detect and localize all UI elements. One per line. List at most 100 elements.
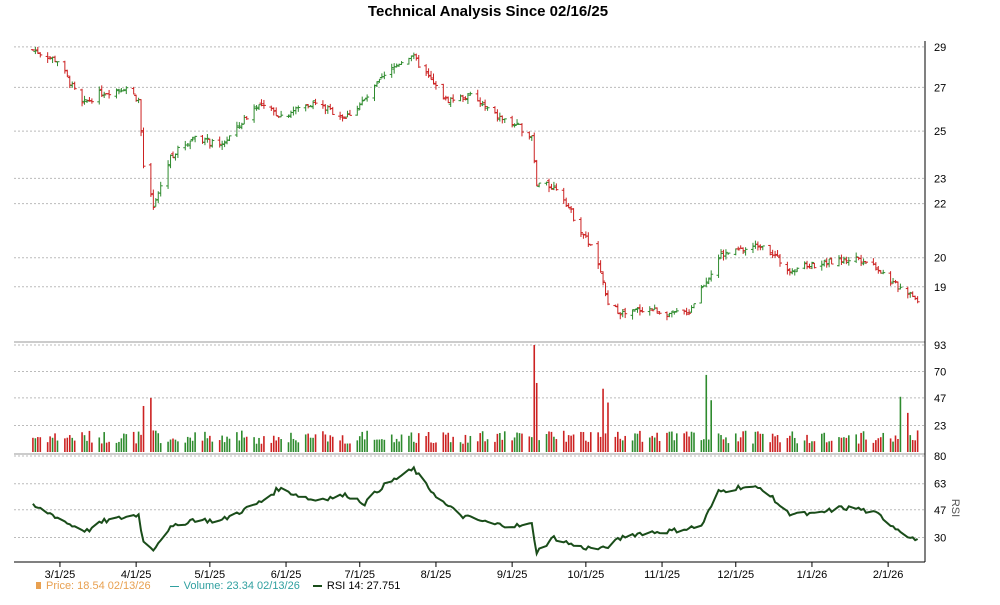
volume-bar bbox=[771, 433, 774, 452]
volume-tick-label: 93 bbox=[934, 340, 946, 352]
volume-bar bbox=[653, 437, 656, 452]
price-tick-label: 23 bbox=[934, 173, 946, 185]
volume-bar bbox=[707, 439, 710, 452]
volume-bar bbox=[184, 442, 187, 452]
volume-bar bbox=[152, 430, 155, 452]
volume-bar bbox=[496, 433, 499, 452]
volume-tick-label: 23 bbox=[934, 421, 946, 433]
volume-bar bbox=[675, 433, 678, 452]
volume-bar bbox=[277, 437, 280, 452]
volume-bar bbox=[779, 442, 781, 452]
volume-bar bbox=[877, 438, 880, 452]
volume-bar bbox=[118, 441, 120, 452]
volume-bar bbox=[327, 441, 329, 452]
volume-bar bbox=[393, 442, 395, 452]
x-tick-label: 5/1/25 bbox=[195, 569, 226, 581]
volume-bar bbox=[105, 442, 108, 452]
legend-rsi-swatch-icon bbox=[312, 585, 322, 588]
price-candles bbox=[30, 46, 920, 321]
volume-bar bbox=[366, 430, 368, 452]
volume-bar bbox=[759, 433, 762, 452]
volume-bar bbox=[673, 440, 676, 452]
volume-bar bbox=[550, 431, 553, 452]
volume-bar bbox=[494, 441, 496, 452]
volume-bar bbox=[727, 443, 730, 452]
volume-bar bbox=[125, 434, 128, 452]
volume-bar bbox=[703, 439, 705, 452]
price-tick-label: 27 bbox=[934, 82, 946, 94]
volume-bar bbox=[882, 432, 885, 452]
volume-tick-label: 47 bbox=[934, 393, 946, 405]
volume-bar bbox=[253, 437, 255, 452]
price-tick-label: 19 bbox=[934, 282, 946, 294]
volume-bar bbox=[68, 435, 71, 452]
volume-bar bbox=[167, 441, 169, 452]
volume-bar bbox=[617, 431, 619, 452]
volume-bar bbox=[634, 433, 636, 452]
volume-bar bbox=[658, 441, 661, 452]
volume-bar bbox=[245, 436, 248, 452]
rsi-tick-label: 63 bbox=[934, 479, 946, 491]
volume-bar bbox=[889, 438, 892, 452]
volume-bar bbox=[137, 431, 140, 452]
volume-bar bbox=[602, 388, 604, 452]
x-tick-label: 4/1/25 bbox=[121, 569, 152, 581]
volume-bar bbox=[309, 437, 312, 452]
volume-bar bbox=[410, 432, 413, 452]
volume-bar bbox=[737, 441, 740, 452]
volume-bar bbox=[432, 442, 435, 452]
volume-bar bbox=[641, 441, 644, 452]
legend-volume: Volume: 23.34 02/13/26 bbox=[169, 580, 300, 592]
volume-bar bbox=[103, 432, 105, 452]
volume-bar bbox=[322, 431, 324, 452]
volume-bar bbox=[462, 443, 464, 452]
volume-bar bbox=[857, 443, 860, 452]
volume-bar bbox=[791, 431, 794, 452]
volume-bar bbox=[916, 430, 919, 452]
volume-bar bbox=[828, 441, 830, 452]
volume-bar bbox=[206, 438, 209, 452]
volume-bar bbox=[159, 443, 162, 452]
volume-bar bbox=[88, 430, 91, 452]
volume-bar bbox=[427, 432, 430, 452]
volume-bar bbox=[381, 439, 383, 452]
volume-bar bbox=[46, 442, 49, 452]
volume-bar bbox=[329, 435, 332, 452]
volume-bar bbox=[476, 441, 479, 452]
volume-bar bbox=[51, 437, 54, 452]
volume-bar bbox=[725, 437, 727, 452]
volume-bar bbox=[373, 439, 376, 452]
volume-bar bbox=[83, 435, 86, 452]
volume-bar bbox=[528, 436, 531, 452]
volume-bar bbox=[430, 442, 432, 452]
volume-bar bbox=[469, 435, 472, 452]
volume-bar bbox=[530, 437, 533, 452]
volume-bar bbox=[37, 437, 39, 452]
volume-bar bbox=[499, 433, 501, 452]
volume-bar bbox=[169, 439, 172, 452]
volume-bar bbox=[848, 435, 850, 452]
volume-bar bbox=[295, 440, 297, 452]
volume-bar bbox=[258, 437, 260, 452]
volume-bar bbox=[875, 440, 877, 452]
volume-bar bbox=[688, 436, 690, 452]
volume-bar bbox=[906, 412, 909, 452]
legend-price-text: Price: 18.54 02/13/26 bbox=[46, 580, 151, 592]
x-tick-label: 10/1/25 bbox=[568, 569, 605, 581]
volume-bar bbox=[624, 435, 626, 452]
volume-bar bbox=[651, 435, 654, 452]
volume-bar bbox=[535, 382, 538, 452]
volume-bar bbox=[395, 438, 398, 452]
volume-bar bbox=[142, 405, 145, 452]
volume-bar bbox=[64, 438, 66, 452]
volume-bar bbox=[855, 434, 857, 452]
volume-bar bbox=[194, 432, 196, 452]
rsi-line-layer bbox=[32, 465, 919, 557]
volume-bar bbox=[442, 432, 445, 452]
volume-bar bbox=[356, 440, 359, 452]
volume-bar bbox=[349, 443, 351, 452]
x-tick-label: 1/1/26 bbox=[797, 569, 828, 581]
volume-bar bbox=[752, 443, 754, 452]
